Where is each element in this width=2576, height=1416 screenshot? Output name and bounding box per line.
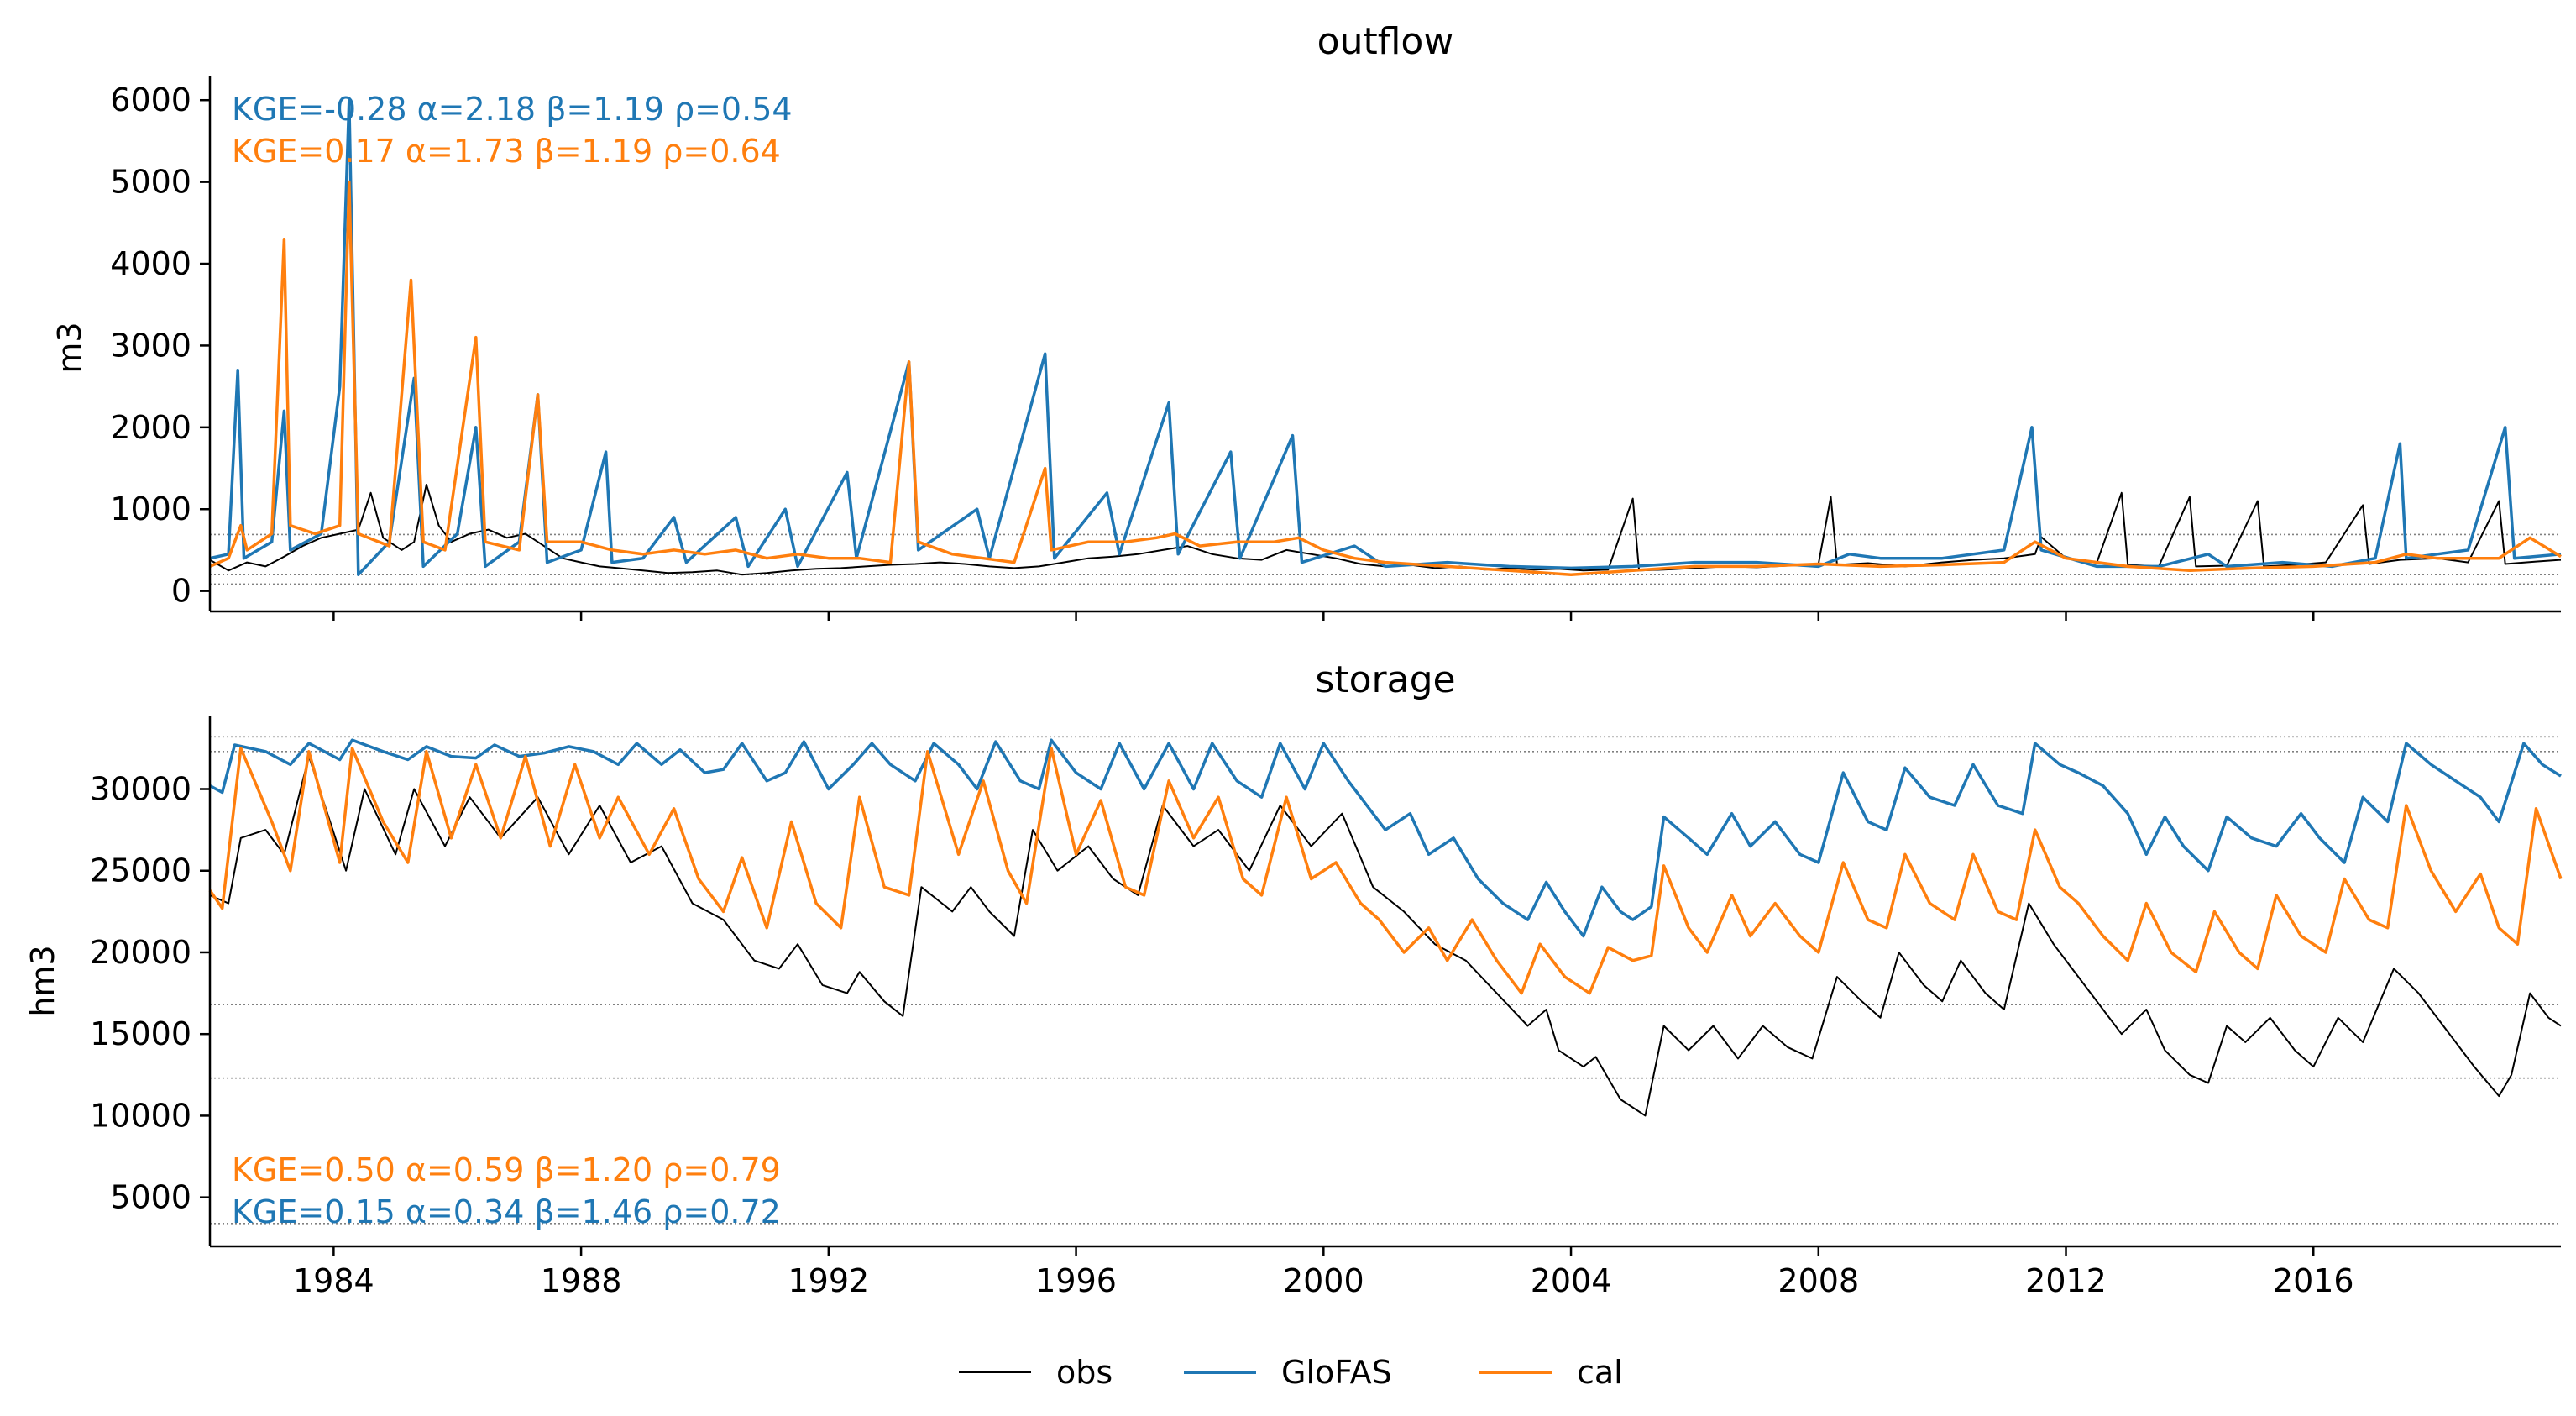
- outflow-y-label: m3: [51, 322, 88, 373]
- storage-y-label: hm3: [24, 945, 61, 1016]
- outflow-panel: 0 1000 2000 3000 4000 5000 6000 outflow m3 KGE…: [51, 20, 2562, 621]
- outflow-metrics-glofas: KGE=-0.28 α=2.18 β=1.19 ρ=0.54: [232, 91, 793, 128]
- storage-y-tick-label: 20000: [90, 934, 191, 971]
- storage-x-tick-label: 1996: [1035, 1262, 1117, 1299]
- storage-series: [208, 738, 2563, 1117]
- storage-x-tick-label: 2004: [1531, 1262, 1612, 1299]
- legend: obs GloFAS cal: [959, 1354, 1623, 1391]
- storage-series-obs: [209, 755, 2562, 1117]
- storage-x-tick-label: 2000: [1283, 1262, 1364, 1299]
- storage-x-tick-label: 1984: [293, 1262, 374, 1299]
- legend-item-obs: obs: [959, 1354, 1113, 1391]
- storage-y-tick-label: 30000: [90, 771, 191, 808]
- storage-x-tick-label: 2012: [2025, 1262, 2107, 1299]
- outflow-title: outflow: [1317, 20, 1454, 63]
- storage-series-cal: [208, 747, 2563, 995]
- outflow-y-tick-label: 2000: [110, 409, 191, 446]
- storage-reference-lines: [210, 736, 2561, 1225]
- storage-y-tick-label: 25000: [90, 852, 191, 889]
- legend-label-glofas: GloFAS: [1281, 1354, 1392, 1391]
- outflow-y-tick-label: 6000: [110, 81, 191, 118]
- legend-label-cal: cal: [1577, 1354, 1623, 1391]
- storage-y-tick-label: 10000: [90, 1097, 191, 1134]
- storage-title: storage: [1315, 658, 1455, 701]
- storage-y-ticks: 5000 10000 15000 20000 25000 30000: [90, 771, 210, 1216]
- legend-label-obs: obs: [1056, 1354, 1113, 1391]
- storage-x-ticks: 1984 1988 1992 1996 2000 2004 2008 2012 2016: [293, 1246, 2354, 1299]
- storage-x-tick-label: 2008: [1778, 1262, 1859, 1299]
- outflow-y-ticks: 0 1000 2000 3000 4000 5000 6000: [110, 81, 210, 610]
- outflow-series-cal: [209, 180, 2562, 576]
- outflow-y-tick-label: 3000: [110, 327, 191, 364]
- outflow-x-ticks: [332, 611, 2315, 621]
- storage-y-tick-label: 5000: [110, 1179, 191, 1216]
- legend-item-glofas: GloFAS: [1184, 1354, 1392, 1391]
- outflow-y-tick-label: 0: [171, 573, 191, 610]
- legend-item-cal: cal: [1479, 1354, 1623, 1391]
- outflow-reference-lines: [210, 533, 2561, 585]
- storage-x-tick-label: 1992: [788, 1262, 869, 1299]
- storage-x-tick-label: 2016: [2273, 1262, 2354, 1299]
- storage-y-tick-label: 15000: [90, 1015, 191, 1052]
- outflow-y-tick-label: 1000: [110, 490, 191, 527]
- outflow-y-tick-label: 5000: [110, 164, 191, 201]
- outflow-y-tick-label: 4000: [110, 245, 191, 282]
- outflow-metrics-cal: KGE=0.17 α=1.73 β=1.19 ρ=0.64: [232, 133, 781, 170]
- outflow-series-obs: [209, 484, 2562, 576]
- storage-series-glofas: [209, 738, 2562, 938]
- storage-metrics-cal: KGE=0.50 α=0.59 β=1.20 ρ=0.79: [232, 1151, 781, 1188]
- outflow-series: [209, 98, 2562, 576]
- storage-metrics-glofas: KGE=0.15 α=0.34 β=1.46 ρ=0.72: [232, 1193, 781, 1230]
- storage-x-tick-label: 1988: [541, 1262, 622, 1299]
